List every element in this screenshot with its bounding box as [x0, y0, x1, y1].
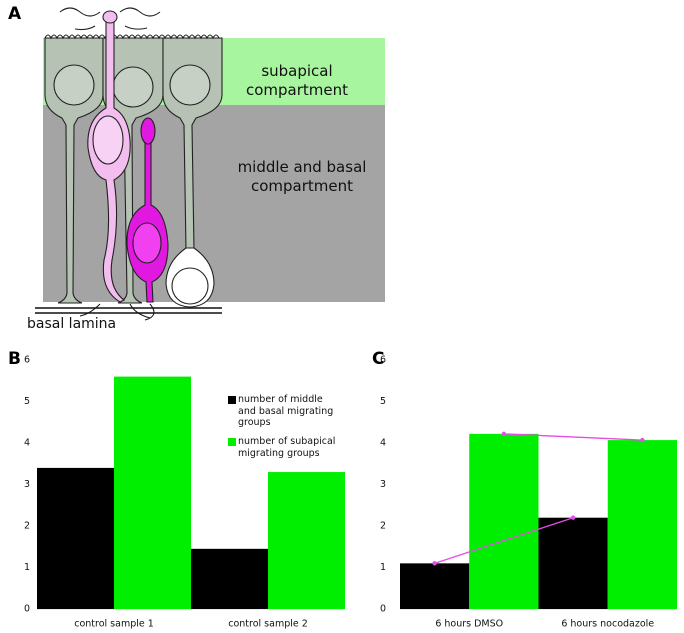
y-tick-label: 0 — [24, 604, 30, 615]
nucleus — [169, 64, 211, 106]
fibers — [79, 303, 155, 321]
magenta-cell — [126, 117, 169, 303]
x-tick-label: 6 hours nocodazole — [561, 619, 654, 630]
bar — [538, 517, 608, 609]
legend-swatch — [228, 396, 236, 404]
lamina-label: basal lamina — [27, 316, 117, 332]
compartment-label: subapical compartment — [245, 62, 349, 99]
y-tick-label: 6 — [380, 355, 386, 366]
connector-line — [434, 517, 574, 564]
pink-cell — [59, 7, 161, 303]
nucleus — [112, 66, 154, 108]
connector-dot — [501, 431, 507, 437]
y-tick-label: 1 — [24, 562, 30, 573]
flagella — [59, 7, 161, 31]
compartment-label: middle and basal compartment — [237, 158, 367, 195]
bar — [268, 472, 345, 609]
y-tick-label: 3 — [380, 479, 386, 490]
y-tick-label: 6 — [24, 355, 30, 366]
legend-label: number of subapical migrating groups — [238, 436, 336, 459]
y-tick-label: 2 — [24, 521, 30, 532]
nucleus — [132, 222, 162, 264]
diagram — [35, 7, 385, 321]
panel-label: A — [8, 4, 22, 24]
x-tick-label: 6 hours DMSO — [435, 619, 503, 630]
legend-swatch — [228, 438, 236, 446]
connector-dot — [640, 437, 645, 443]
nucleus — [92, 115, 124, 165]
bar — [607, 440, 677, 609]
basal-lamina-lines — [35, 303, 222, 321]
knob — [102, 10, 118, 24]
bar — [469, 433, 539, 609]
cell — [44, 37, 104, 304]
nucleus — [171, 267, 209, 305]
y-tick-label: 5 — [380, 396, 386, 407]
y-tick-label: 3 — [24, 479, 30, 490]
knob — [140, 117, 156, 145]
y-tick-label: 4 — [24, 438, 30, 449]
cell — [126, 139, 169, 303]
nucleus — [53, 64, 95, 106]
y-tick-label: 0 — [380, 604, 386, 615]
y-tick-label: 1 — [380, 562, 386, 573]
x-tick-label: control sample 1 — [74, 619, 154, 630]
connector-dot — [432, 561, 437, 566]
bar — [37, 467, 114, 609]
bar — [191, 548, 268, 609]
cilia — [44, 34, 220, 40]
y-tick-label: 2 — [380, 521, 386, 532]
panel-label: B — [8, 349, 21, 369]
columnar-cells — [44, 34, 223, 304]
y-tick-label: 5 — [24, 396, 30, 407]
y-tick-label: 4 — [380, 438, 386, 449]
legend-label: number of middle and basal migrating gro… — [238, 394, 334, 428]
panel-label: C — [372, 349, 385, 369]
connector-line — [503, 433, 643, 441]
x-tick-label: control sample 2 — [228, 619, 308, 630]
bar — [400, 563, 470, 609]
connector-dot — [570, 515, 576, 520]
bar — [114, 376, 191, 609]
white-cell — [165, 247, 215, 308]
